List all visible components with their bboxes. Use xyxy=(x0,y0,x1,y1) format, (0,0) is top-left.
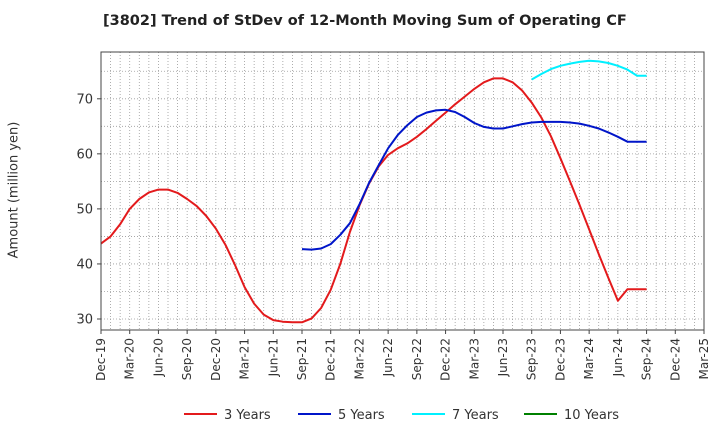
legend-label: 10 Years xyxy=(564,408,619,423)
series-line-3-years xyxy=(100,77,647,324)
x-tick-label: Mar-21 xyxy=(238,338,252,379)
y-tick-label: 70 xyxy=(76,92,93,107)
x-tick-label: Jun-22 xyxy=(381,338,395,377)
chart-title: [3802] Trend of StDev of 12-Month Moving… xyxy=(103,13,627,29)
x-tick-label: Dec-21 xyxy=(324,338,338,381)
x-tick-label: Jun-21 xyxy=(266,338,280,377)
x-tick-label: Dec-22 xyxy=(439,338,453,381)
x-tick-label: Dec-20 xyxy=(209,338,223,381)
x-tick-label: Sep-23 xyxy=(525,338,539,380)
x-tick-label: Dec-24 xyxy=(668,338,682,381)
x-tick-label: Sep-21 xyxy=(295,338,309,380)
y-tick-label: 60 xyxy=(76,147,93,162)
y-tick-label: 50 xyxy=(76,202,93,217)
x-tick-label: Mar-23 xyxy=(467,338,481,379)
grid-layer xyxy=(101,52,704,330)
x-tick-label: Mar-22 xyxy=(352,338,366,379)
series-line-7-years xyxy=(531,59,647,81)
y-axis: 30 40 50 60 70 xyxy=(76,92,101,327)
legend: 3 Years 5 Years 7 Years 10 Years xyxy=(184,408,619,423)
x-tick-label: Mar-25 xyxy=(697,338,711,379)
x-tick-label: Mar-24 xyxy=(582,338,596,379)
plot-frame xyxy=(100,51,705,331)
x-tick-label: Sep-20 xyxy=(180,338,194,380)
legend-label: 7 Years xyxy=(452,408,499,423)
x-tick-label: Sep-24 xyxy=(640,338,654,380)
x-tick-label: Sep-22 xyxy=(410,338,424,380)
x-tick-label: Jun-23 xyxy=(496,338,510,377)
legend-label: 5 Years xyxy=(338,408,385,423)
legend-label: 3 Years xyxy=(224,408,271,423)
y-tick-label: 40 xyxy=(76,257,93,272)
x-axis: Dec-19 Mar-20 Jun-20 Sep-20 Dec-20 Mar-21 Jun-… xyxy=(94,330,711,381)
x-tick-label: Jun-20 xyxy=(151,338,165,377)
y-tick-label: 30 xyxy=(76,312,93,327)
x-tick-label: Dec-23 xyxy=(553,338,567,381)
x-tick-label: Dec-19 xyxy=(94,338,108,381)
x-tick-label: Jun-24 xyxy=(611,338,625,377)
series-line-5-years xyxy=(301,108,647,251)
x-tick-label: Mar-20 xyxy=(123,338,137,379)
series-layer xyxy=(100,59,647,324)
